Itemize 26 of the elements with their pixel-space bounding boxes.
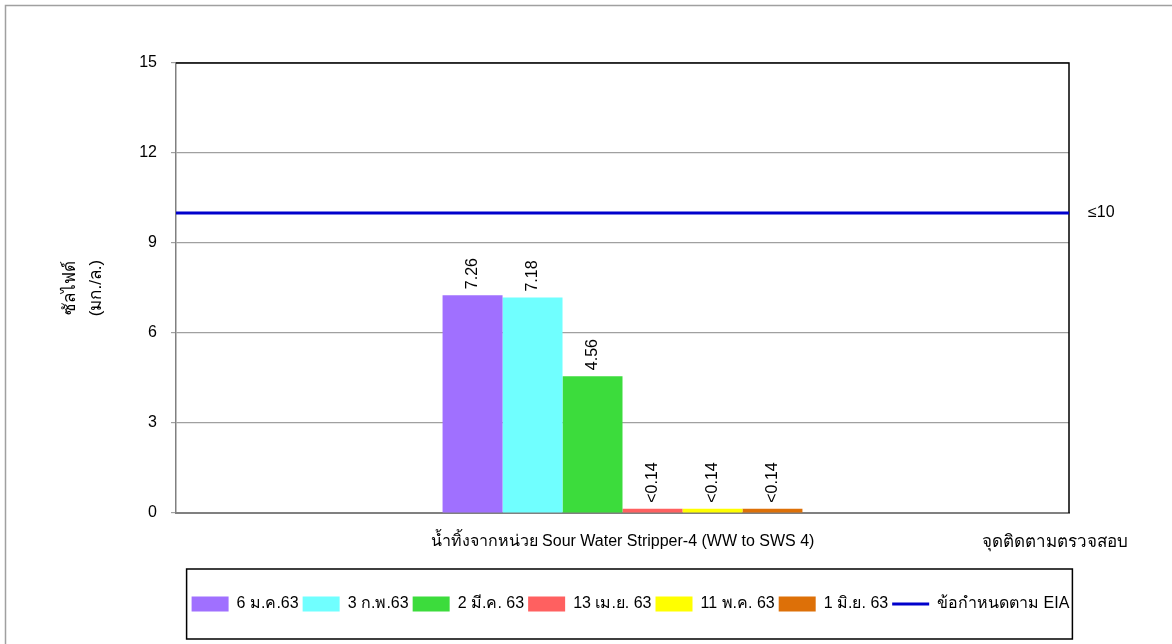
- legend-label: 1 มิ.ย. 63: [823, 594, 889, 612]
- y-tick-label: 12: [139, 143, 158, 161]
- y-tick-label: 15: [139, 53, 158, 71]
- data-label: <0.14: [702, 462, 720, 503]
- bar: [502, 297, 563, 513]
- bar: [562, 376, 623, 513]
- legend-label: 6 ม.ค.63: [236, 594, 299, 612]
- x-tick-label: น้ำทิ้งจากหน่วย Sour Water Stripper-4 (WW to SWS 4): [430, 529, 815, 550]
- y-tick-label: 6: [148, 323, 158, 341]
- data-label: 7.26: [462, 257, 480, 290]
- data-label: <0.14: [642, 462, 660, 503]
- bar: [442, 295, 503, 513]
- data-label: 7.18: [522, 260, 540, 292]
- y-tick-label: 9: [148, 233, 158, 251]
- text: ≤10: [1088, 203, 1115, 221]
- y-tick-label: 3: [148, 413, 158, 431]
- y-axis-title: ซัลไฟด์ (มก./ล.): [58, 259, 106, 317]
- x-axis-title: จุดติดตามตรวจสอบ: [982, 531, 1128, 552]
- legend-label: 13 เม.ย. 63: [573, 594, 652, 612]
- legend-label: ข้อกำหนดตาม EIA: [937, 594, 1070, 612]
- legend-label: 2 มี.ค. 63: [457, 594, 525, 612]
- legend-label: 11 พ.ค. 63: [700, 594, 775, 612]
- y-tick-label: 0: [148, 503, 158, 521]
- legend-label: 3 ก.พ.63: [347, 594, 409, 612]
- data-label: 4.56: [582, 338, 600, 371]
- data-label: <0.14: [762, 462, 780, 503]
